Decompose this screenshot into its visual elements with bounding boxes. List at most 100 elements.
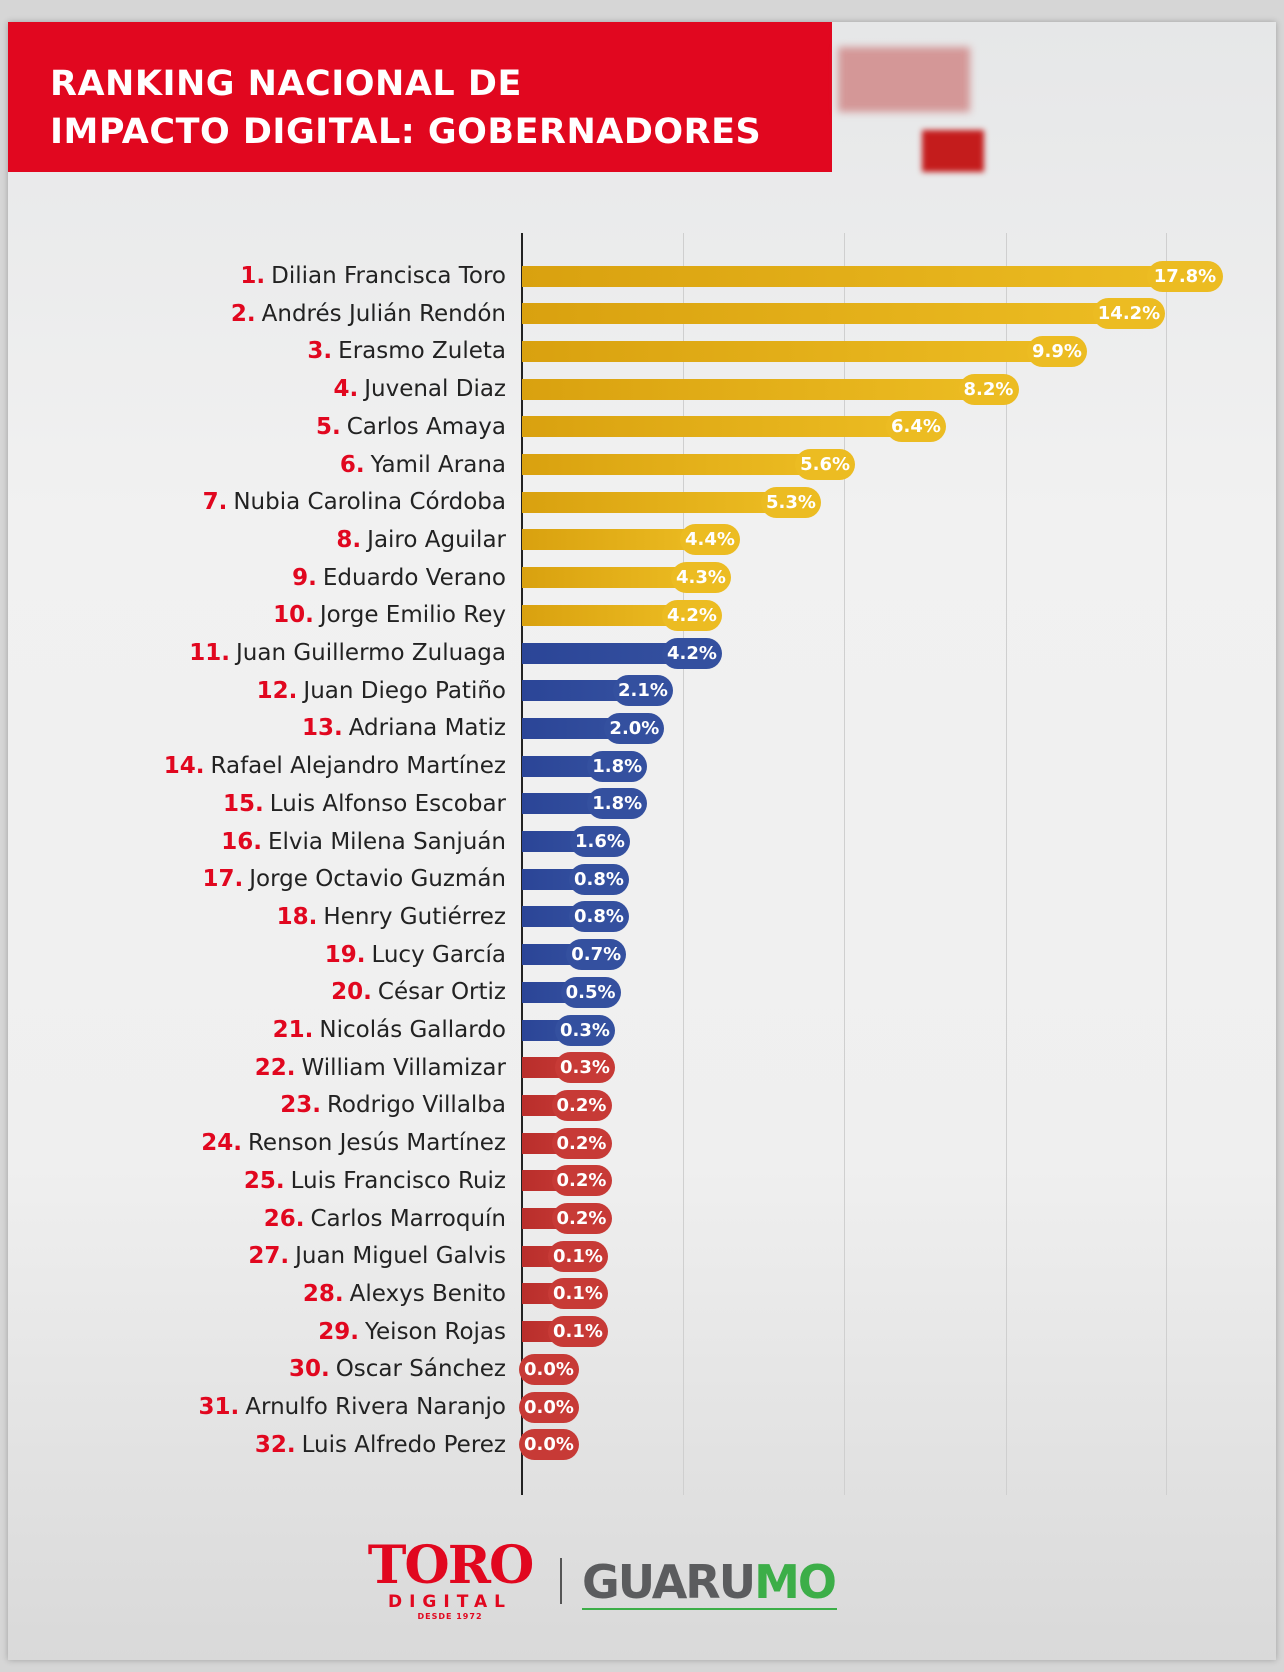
bar	[522, 680, 643, 702]
guarumo-logo-part2: MO	[754, 1555, 837, 1609]
bar-label: 26. Carlos Marroquín	[264, 1204, 506, 1234]
governor-name: Nicolás Gallardo	[319, 1017, 506, 1043]
gridline	[1006, 233, 1007, 1495]
value-label: 0.3%	[555, 1014, 615, 1046]
bar-label: 15. Luis Alfonso Escobar	[223, 789, 506, 819]
governor-name: Jairo Aguilar	[367, 526, 506, 553]
governor-name: Oscar Sánchez	[335, 1356, 506, 1383]
rank-number: 22.	[254, 1054, 296, 1081]
value-label: 1.8%	[587, 750, 648, 782]
bar-label: 16. Elvia Milena Sanjuán	[221, 827, 506, 857]
page-title: RANKING NACIONAL DE IMPACTO DIGITAL: GOB…	[50, 60, 761, 156]
title-line-2: IMPACTO DIGITAL: GOBERNADORES	[50, 112, 762, 152]
value-label: 0.3%	[555, 1052, 615, 1084]
bar-label: 12. Juan Diego Patiño	[257, 676, 506, 706]
rank-number: 30.	[288, 1356, 330, 1383]
toro-digital-logo: TORO DIGITAL DESDE 1972	[360, 1535, 540, 1622]
bar-label: 18. Henry Gutiérrez	[277, 902, 506, 932]
governor-name: Yeison Rojas	[365, 1318, 506, 1345]
blurred-logo-accent	[922, 130, 984, 172]
bar-label: 13. Adriana Matiz	[302, 713, 506, 743]
bar-label: 4. Juvenal Diaz	[333, 374, 506, 404]
bar-label: 23. Rodrigo Villalba	[280, 1090, 506, 1120]
rank-number: 12.	[256, 677, 298, 704]
rank-number: 9.	[292, 564, 317, 591]
governor-name: Alexys Benito	[349, 1280, 506, 1307]
bar-label: 20. César Ortiz	[331, 977, 506, 1007]
value-label: 4.4%	[680, 524, 740, 556]
logo-divider	[560, 1558, 562, 1604]
governor-name: Jorge Octavio Guzmán	[249, 866, 506, 893]
rank-number: 31.	[198, 1394, 240, 1420]
bar-label: 14. Rafael Alejandro Martínez	[164, 751, 506, 781]
value-label: 2.0%	[604, 712, 665, 744]
value-label: 14.2%	[1093, 298, 1165, 330]
rank-number: 19.	[324, 941, 366, 968]
rank-number: 29.	[318, 1318, 360, 1345]
value-label: 2.1%	[613, 675, 673, 707]
value-label: 0.2%	[551, 1089, 612, 1121]
value-label: 0.1%	[548, 1316, 608, 1348]
value-label: 0.0%	[519, 1391, 579, 1423]
governor-name: Dilian Francisca Toro	[271, 263, 506, 289]
rank-number: 1.	[240, 263, 266, 289]
value-label: 5.3%	[761, 486, 821, 518]
rank-number: 13.	[301, 715, 343, 742]
rank-number: 18.	[276, 903, 318, 930]
governor-name: Henry Gutiérrez	[323, 903, 506, 930]
governor-name: Erasmo Zuleta	[338, 338, 506, 365]
value-label: 9.9%	[1027, 335, 1087, 367]
bar-label: 3. Erasmo Zuleta	[307, 336, 506, 366]
rank-number: 4.	[333, 376, 359, 403]
title-banner: RANKING NACIONAL DE IMPACTO DIGITAL: GOB…	[8, 22, 832, 172]
rank-number: 20.	[331, 979, 372, 1006]
toro-logo-word: TORO	[367, 1535, 535, 1596]
governor-name: Nubia Carolina Córdoba	[233, 489, 506, 516]
rank-number: 11.	[189, 640, 230, 666]
bar-label: 21. Nicolás Gallardo	[273, 1015, 506, 1045]
value-label: 17.8%	[1147, 260, 1223, 292]
governor-name: Elvia Milena Sanjuán	[268, 828, 506, 855]
bar-label: 6. Yamil Arana	[340, 450, 506, 480]
bar-label: 8. Jairo Aguilar	[336, 525, 506, 555]
bar	[522, 378, 989, 400]
governor-name: Rodrigo Villalba	[326, 1092, 506, 1119]
value-label: 4.3%	[671, 562, 731, 594]
bar-label: 11. Juan Guillermo Zuluaga	[189, 638, 506, 668]
gridline	[683, 233, 684, 1495]
value-label: 0.2%	[551, 1127, 612, 1159]
value-label: 0.7%	[566, 939, 627, 971]
rank-number: 21.	[272, 1017, 314, 1043]
rank-number: 2.	[230, 300, 256, 327]
bar-label: 28. Alexys Benito	[303, 1279, 506, 1309]
bar-label: 32. Luis Alfredo Perez	[255, 1430, 506, 1460]
rank-number: 7.	[202, 489, 228, 516]
toro-logo-since: DESDE 1972	[417, 1612, 483, 1621]
rank-number: 25.	[243, 1167, 285, 1194]
value-label: 5.6%	[795, 449, 856, 480]
bar-label: 24. Renson Jesús Martínez	[201, 1128, 506, 1158]
governor-name: Rafael Alejandro Martínez	[210, 753, 507, 780]
rank-number: 3.	[307, 338, 333, 365]
bar	[522, 340, 1057, 362]
bar	[522, 491, 791, 513]
value-label: 0.2%	[551, 1165, 612, 1197]
toro-logo-sub: DIGITAL	[388, 1592, 512, 1612]
value-label: 8.2%	[958, 373, 1019, 405]
guarumo-logo-part1: GUARU	[582, 1555, 756, 1609]
governor-name: Lucy García	[371, 941, 506, 968]
rank-number: 17.	[202, 866, 244, 893]
value-label: 4.2%	[662, 599, 722, 631]
gridline	[1166, 233, 1167, 1495]
value-label: 1.6%	[570, 826, 630, 857]
governor-name: Eduardo Verano	[322, 564, 506, 591]
bar-label: 9. Eduardo Verano	[292, 563, 506, 593]
bar-label: 22. William Villamizar	[255, 1053, 506, 1083]
value-label: 0.8%	[569, 901, 629, 933]
value-label: 0.1%	[548, 1240, 608, 1272]
governor-name: Juan Miguel Galvis	[295, 1243, 506, 1270]
governor-name: Luis Alfonso Escobar	[269, 790, 506, 817]
governor-name: Renson Jesús Martínez	[247, 1130, 506, 1157]
value-label: 1.8%	[587, 788, 648, 820]
rank-number: 26.	[263, 1205, 305, 1232]
